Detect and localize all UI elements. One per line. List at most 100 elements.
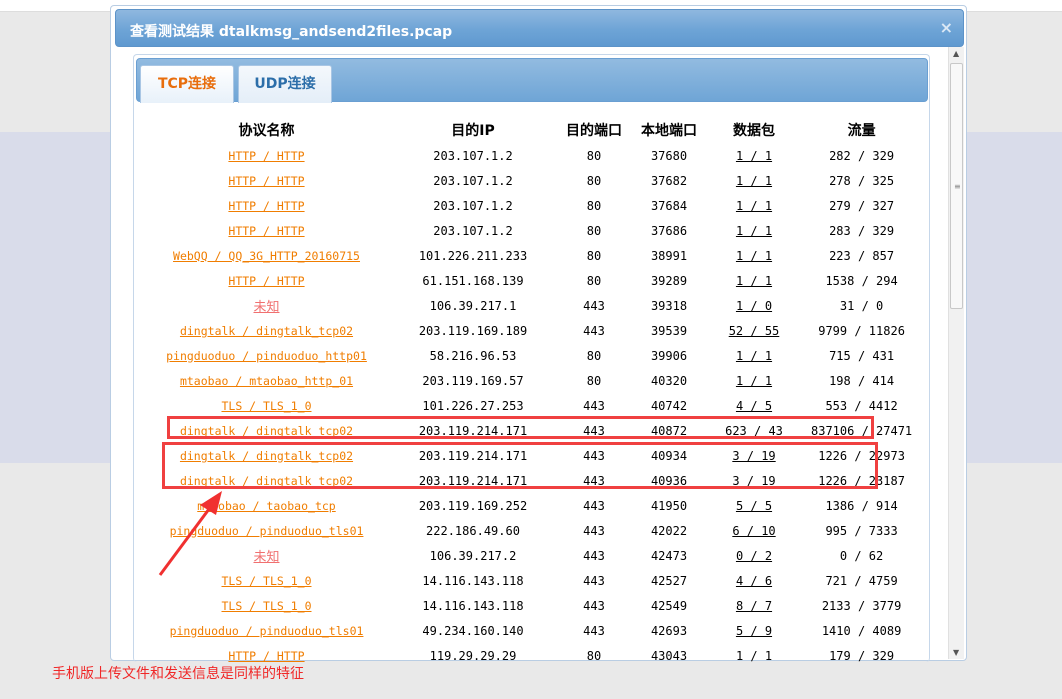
protocol-link[interactable]: dingtalk / dingtalk_tcp02	[179, 423, 354, 438]
protocol-link[interactable]: dingtalk / dingtalk_tcp02	[179, 473, 354, 488]
packets-link[interactable]: 3 / 19	[732, 448, 776, 463]
cell: 203.119.169.57	[422, 373, 524, 388]
column-header: 流量	[847, 123, 876, 139]
cell: 1 / 1	[697, 268, 811, 293]
protocol-link[interactable]: HTTP / HTTP	[228, 223, 305, 238]
cell: 37680	[650, 148, 688, 163]
cell: 42473	[650, 548, 688, 563]
packets-link[interactable]: 5 / 9	[735, 623, 773, 638]
cell: 6 / 10	[697, 518, 811, 543]
protocol-link[interactable]: pingduoduo / pinduoduo_tls01	[169, 623, 364, 638]
protocol-link[interactable]: TLS / TLS_1_0	[221, 573, 312, 588]
protocol-link[interactable]: HTTP / HTTP	[228, 273, 305, 288]
protocol-link[interactable]: dingtalk / dingtalk_tcp02	[179, 323, 354, 338]
cell: 39289	[650, 273, 688, 288]
annotation-arrow	[158, 491, 222, 576]
table-row: pingduoduo / pinduoduo_tls01 49.234.160.1…	[134, 618, 912, 643]
protocol-link[interactable]: pingduoduo / pinduoduo_http01	[166, 348, 367, 363]
cell: 179 / 329	[829, 648, 895, 663]
cell: 5 / 9	[697, 618, 811, 643]
cell: TLS / TLS_1_0	[134, 568, 399, 593]
packets-link[interactable]: 52 / 55	[728, 323, 780, 338]
packets-link[interactable]: 4 / 6	[735, 573, 773, 588]
tab-tcp[interactable]: TCP连接	[140, 65, 234, 103]
table-row: HTTP / HTTP 203.107.1.2 80 37682 1 / 1 278 / …	[134, 168, 912, 193]
cell: 52 / 55	[697, 318, 811, 343]
cell: 553 / 4412	[825, 398, 898, 413]
cell: 未知	[134, 293, 399, 318]
cell: 443	[583, 598, 605, 613]
cell: 282 / 329	[829, 148, 895, 163]
cell: 443	[583, 323, 605, 338]
table-row: HTTP / HTTP 61.151.168.139 80 39289 1 / 1 153…	[134, 268, 912, 293]
cell: 39539	[650, 323, 688, 338]
close-icon[interactable]: ×	[939, 18, 953, 37]
protocol-link[interactable]: HTTP / HTTP	[228, 173, 305, 188]
protocol-link[interactable]: HTTP / HTTP	[228, 198, 305, 213]
packets-link[interactable]: 1 / 1	[735, 273, 773, 288]
packets-link[interactable]: 6 / 10	[732, 523, 776, 538]
cell: 443	[583, 523, 605, 538]
table-row: HTTP / HTTP 203.107.1.2 80 37684 1 / 1 279 / …	[134, 193, 912, 218]
protocol-link[interactable]: mtaobao / taobao_tcp	[197, 498, 336, 513]
cell: 443	[583, 573, 605, 588]
column-header: 目的端口	[566, 123, 622, 139]
scrollbar-thumb[interactable]: ≡	[950, 63, 963, 309]
packets-link[interactable]: 1 / 1	[735, 198, 773, 213]
cell: 443	[583, 623, 605, 638]
table-row: dingtalk / dingtalk_tcp02 203.119.214.171…	[134, 443, 912, 468]
packets-link[interactable]: 5 / 5	[735, 498, 773, 513]
dialog-title: 查看测试结果 dtalkmsg_andsend2files.pcap	[130, 24, 453, 40]
annotation-caption: 手机版上传文件和发送信息是同样的特征	[52, 666, 304, 682]
cell: 80	[586, 223, 602, 238]
column-header: 数据包	[733, 123, 775, 139]
table-row: mtaobao / taobao_tcp 203.119.169.252 443 41…	[134, 493, 912, 518]
cell: 203.119.214.171	[418, 423, 528, 438]
cell: 80	[586, 348, 602, 363]
cell: 未知	[134, 543, 399, 568]
cell: 80	[586, 148, 602, 163]
protocol-link[interactable]: WebQQ / QQ_3G_HTTP_20160715	[173, 248, 360, 263]
packets-link[interactable]: 1 / 1	[735, 373, 773, 388]
packets-link[interactable]: 8 / 7	[735, 598, 773, 613]
cell: pingduoduo / pinduoduo_tls01	[134, 618, 399, 643]
packets-link[interactable]: 0 / 2	[735, 548, 773, 563]
cell: 1 / 1	[697, 143, 811, 168]
scroll-up-icon[interactable]: ▲	[953, 49, 960, 58]
protocol-link[interactable]: HTTP / HTTP	[228, 648, 305, 663]
scroll-down-icon[interactable]: ▼	[953, 648, 960, 657]
vertical-scrollbar[interactable]: ▲ ≡ ▼	[948, 47, 964, 659]
cell: HTTP / HTTP	[134, 218, 399, 243]
table-row: HTTP / HTTP 119.29.29.29 80 43043 1 / 1 179 /…	[134, 643, 912, 668]
cell: dingtalk / dingtalk_tcp02	[134, 468, 399, 493]
packets-link[interactable]: 1 / 1	[735, 148, 773, 163]
protocol-link[interactable]: 未知	[253, 550, 280, 565]
cell: TLS / TLS_1_0	[134, 393, 399, 418]
cell: 0 / 62	[839, 548, 884, 563]
packets-link[interactable]: 1 / 1	[735, 223, 773, 238]
packets-link[interactable]: 1 / 1	[735, 348, 773, 363]
table-row: pingduoduo / pinduoduo_http01 58.216.96.5…	[134, 343, 912, 368]
packets-link[interactable]: 1 / 1	[735, 173, 773, 188]
cell: 39318	[650, 298, 688, 313]
cell: 2133 / 3779	[821, 598, 902, 613]
packets-link[interactable]: 1 / 1	[735, 248, 773, 263]
cell: 443	[583, 548, 605, 563]
protocol-link[interactable]: pingduoduo / pinduoduo_tls01	[169, 523, 364, 538]
packets-link[interactable]: 4 / 5	[735, 398, 773, 413]
table-row: mtaobao / mtaobao_http_01 203.119.169.57 8…	[134, 368, 912, 393]
protocol-link[interactable]: TLS / TLS_1_0	[221, 598, 312, 613]
packets-link[interactable]: 3 / 19	[732, 473, 776, 488]
protocol-link[interactable]: mtaobao / mtaobao_http_01	[179, 373, 354, 388]
cell: pingduoduo / pinduoduo_tls01	[134, 518, 399, 543]
protocol-link[interactable]: TLS / TLS_1_0	[221, 398, 312, 413]
tab-udp[interactable]: UDP连接	[238, 65, 332, 103]
cell: 1 / 1	[697, 218, 811, 243]
protocol-link[interactable]: HTTP / HTTP	[228, 148, 305, 163]
packets-link[interactable]: 623 / 43	[725, 423, 783, 438]
cell: 5 / 5	[697, 493, 811, 518]
table-row: 未知 106.39.217.1 443 39318 1 / 0 31 / 0	[134, 293, 912, 318]
protocol-link[interactable]: 未知	[253, 300, 280, 315]
packets-link[interactable]: 1 / 0	[735, 298, 773, 313]
protocol-link[interactable]: dingtalk / dingtalk_tcp02	[179, 448, 354, 463]
